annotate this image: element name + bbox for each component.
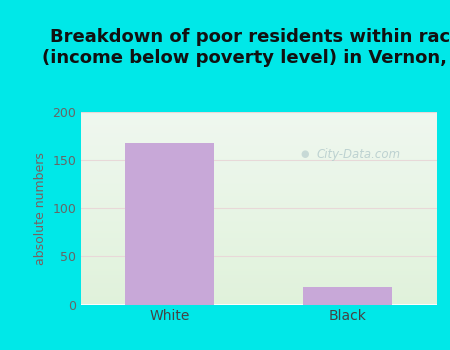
Text: City-Data.com: City-Data.com [316, 148, 400, 161]
Text: Breakdown of poor residents within races
(income below poverty level) in Vernon,: Breakdown of poor residents within races… [42, 28, 450, 67]
Y-axis label: absolute numbers: absolute numbers [34, 152, 47, 265]
Bar [303, 287, 392, 304]
Bar [126, 143, 214, 304]
Text: ●: ● [301, 149, 309, 159]
